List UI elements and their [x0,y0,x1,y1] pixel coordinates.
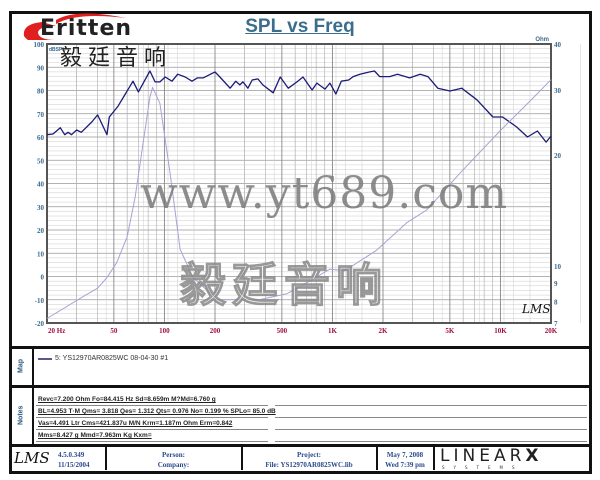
divider [32,347,34,445]
chart-title: SPL vs Freq [245,16,355,37]
spl-curve [46,70,552,143]
impedance-curve [46,79,552,319]
note-line: Vas=4.491 Ltr Cms=421.837u M/N Krm=1.187… [38,420,233,427]
time: Wed 7:39 pm [385,461,425,469]
y-left-tick-label: 0 [41,274,45,282]
lms-logo: LMS [14,449,50,467]
x-tick-label: 20 Hz [48,327,65,335]
y-left-tick-label: -10 [35,297,45,305]
legend-text: 5: YS12970AR0825WC 08-04-30 #1 [55,355,169,362]
logo-swoosh [23,13,126,40]
lms-watermark-mark: LMS [522,302,551,316]
legend-swatch [38,357,52,360]
divider [9,385,592,388]
logo-brand: Eritten [40,16,133,41]
x-tick-label: 5K [445,327,455,335]
version: 4.5.0.349 [58,451,85,459]
date: May 7, 2008 [386,451,424,459]
watermark-url: www.yt689.com [140,168,509,219]
logo-chinese: 毅廷音响 [60,46,173,71]
y-left-tick-label: 50 [37,157,45,165]
version-info: 4.5.0.349 11/15/2004 [58,450,90,470]
y-right-tick-label: 10 [554,263,562,271]
y-left-tick-label: 60 [37,134,45,142]
y-right-tick-label: 8 [554,299,558,307]
project: Project: [297,451,321,459]
project-info: Project: File: YS12970AR0825WC.lib [242,450,376,470]
y-left-tick-label: 90 [37,64,45,72]
date-info: May 7, 2008 Wed 7:39 pm [377,450,433,470]
note-line: Mms=8.427 g Mmd=7.963m Kg Kxm= [38,432,152,439]
x-tick-label: 2K [379,327,389,335]
y-left-axis-label: dBSPL [49,47,65,53]
y-left-tick-label: -20 [35,320,45,328]
note-line: BL=4.953 T·M Qms= 3.818 Qes= 1.312 Qts= … [38,408,276,415]
person: Person: [162,451,185,459]
linearx-logo: LINEARX [440,446,543,466]
x-tick-label: 50 [110,327,118,335]
divider [9,444,592,447]
divider [376,446,378,470]
y-right-tick-label: 7 [554,320,558,328]
divider [105,446,107,470]
divider [9,346,592,349]
spl-chart: 1009080706050403020100-10-20403020109872… [34,37,581,335]
divider [241,446,243,470]
y-left-tick-label: 70 [37,111,45,119]
divider [433,446,435,470]
y-left-tick-label: 40 [37,181,45,189]
y-right-tick-label: 9 [554,280,558,288]
x-tick-label: 200 [210,327,221,335]
x-tick-label: 1K [328,327,338,335]
notes-label: Notes [17,405,25,426]
project-file: File: YS12970AR0825WC.lib [265,461,353,469]
note-line: Revc=7.200 Ohm Fo=84.415 Hz Sd=8.659m M?… [38,396,216,403]
x-tick-label: 500 [277,327,288,335]
y-right-axis-label: Ohm [535,37,549,43]
y-right-tick-label: 30 [554,87,562,95]
x-tick-label: 20K [545,327,558,335]
y-left-tick-label: 30 [37,204,45,212]
y-left-tick-label: 10 [37,250,45,258]
linearx-systems: SYSTEMS [442,465,524,470]
x-tick-label: 100 [159,327,170,335]
person-info: Person: Company: [106,450,241,470]
map-label: Map [17,359,25,374]
y-left-tick-label: 20 [37,227,45,235]
watermark-chinese: 毅廷音响 [179,257,388,312]
x-tick-label: 10K [494,327,507,335]
y-right-tick-label: 40 [554,41,562,49]
y-right-tick-label: 20 [554,152,562,160]
map-legend-item: 5: YS12970AR0825WC 08-04-30 #1 [38,355,168,362]
y-left-tick-label: 100 [34,41,45,49]
build-date: 11/15/2004 [58,461,90,469]
y-left-tick-label: 80 [37,88,45,96]
plot-border [46,43,552,324]
report-frame [9,11,592,474]
company: Company: [157,461,190,469]
